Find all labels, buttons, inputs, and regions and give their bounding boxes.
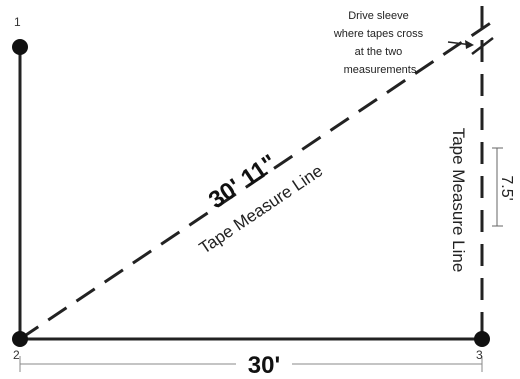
- point-3-label: 3: [476, 348, 483, 362]
- vertical-tape-label: Tape Measure Line: [449, 128, 468, 273]
- sleeve-note-line-1: Drive sleeve: [348, 10, 409, 22]
- point-1-label: 1: [14, 15, 21, 29]
- note-pointer-arrowhead: [465, 40, 474, 49]
- bottom-measure-label: 30': [248, 352, 280, 379]
- point-1-dot: [12, 39, 28, 55]
- sleeve-note-line-3: at the two: [355, 46, 403, 58]
- diagonal-tape-line: [19, 20, 493, 341]
- sleeve-mark: [471, 37, 494, 55]
- sleeve-note-line-4: measurements: [344, 64, 417, 76]
- vertical-measure-label: 7.5': [498, 175, 515, 200]
- sleeve-note: Drive sleeve where tapes cross at the tw…: [333, 10, 426, 76]
- point-3-dot: [474, 331, 490, 347]
- sleeve-note-line-2: where tapes cross: [333, 28, 424, 40]
- point-2-label: 2: [13, 348, 20, 362]
- point-2-dot: [12, 331, 28, 347]
